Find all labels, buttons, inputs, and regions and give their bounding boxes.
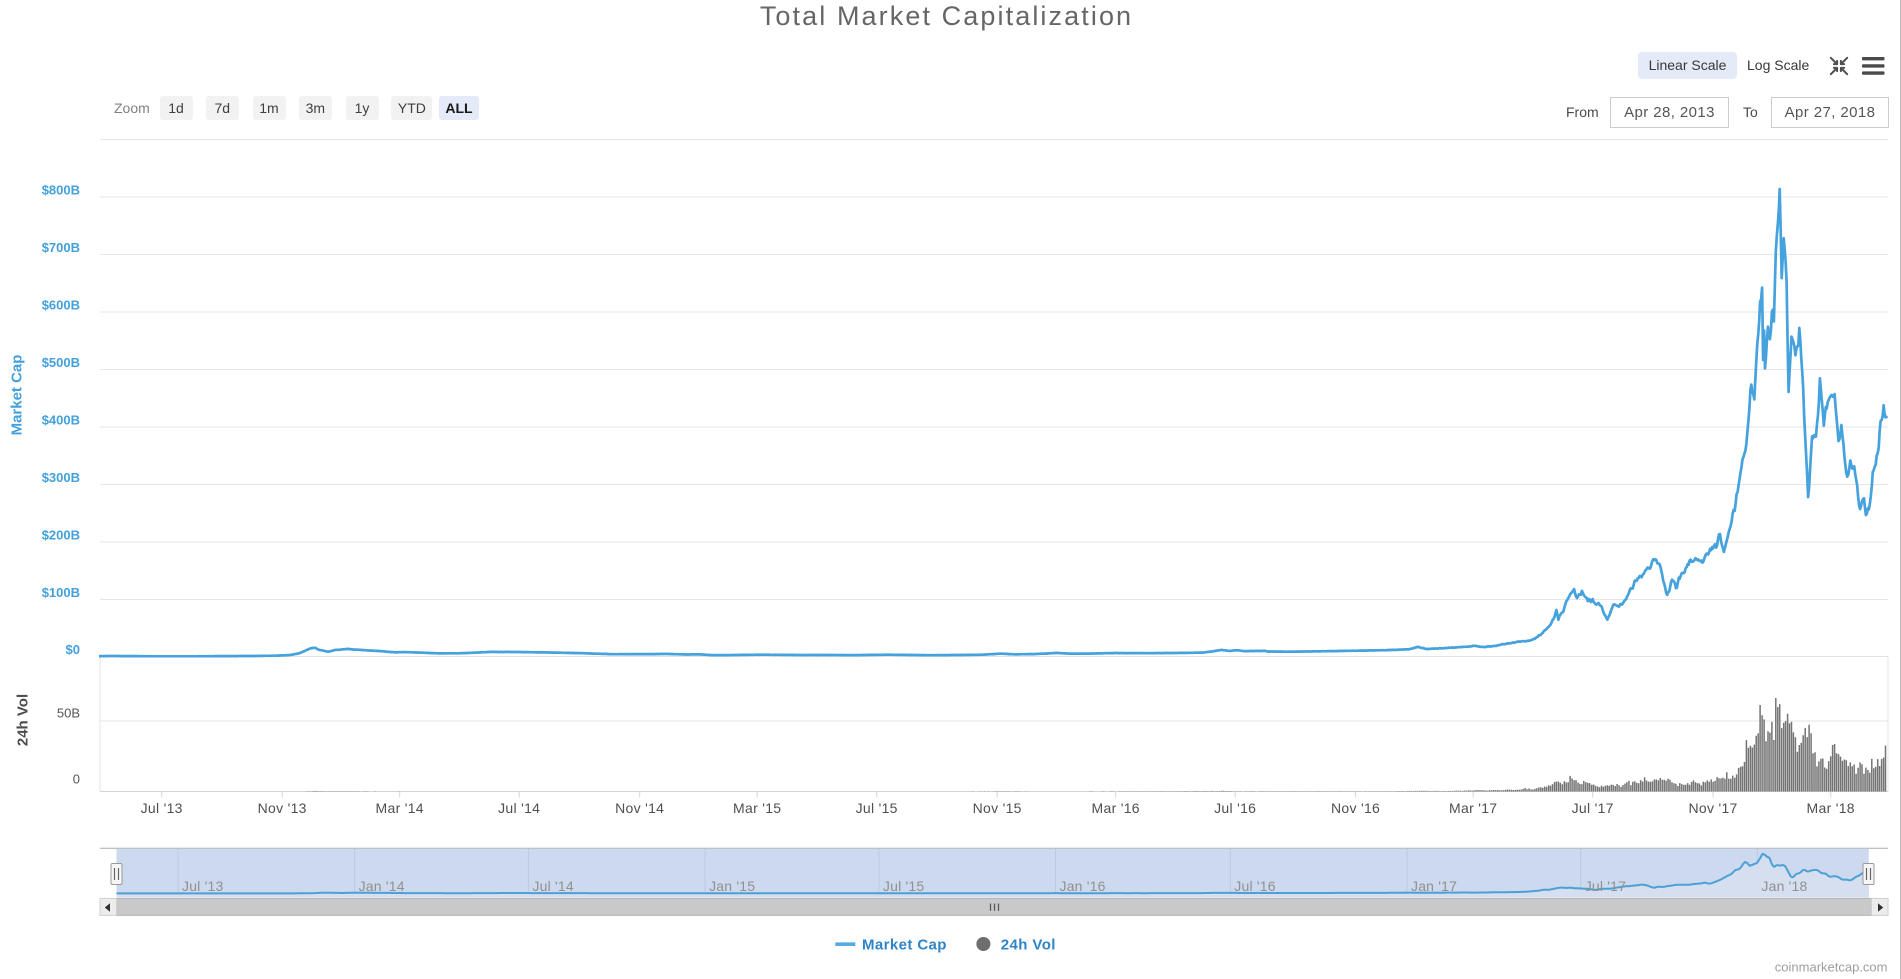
svg-text:$100B: $100B <box>42 585 80 600</box>
svg-text:Jul '13: Jul '13 <box>141 800 183 816</box>
svg-text:Jul '17: Jul '17 <box>1585 878 1626 894</box>
svg-text:24h Vol: 24h Vol <box>1001 936 1056 953</box>
svg-text:Jul '15: Jul '15 <box>883 878 924 894</box>
svg-text:$700B: $700B <box>42 240 80 255</box>
svg-text:$800B: $800B <box>42 183 80 198</box>
svg-text:Jan '15: Jan '15 <box>709 878 755 894</box>
svg-text:Jan '17: Jan '17 <box>1411 878 1457 894</box>
svg-text:Jul '14: Jul '14 <box>532 878 573 894</box>
svg-text:0: 0 <box>73 772 80 787</box>
svg-text:Jan '14: Jan '14 <box>359 878 405 894</box>
svg-text:Jul '15: Jul '15 <box>856 800 898 816</box>
svg-text:Jul '17: Jul '17 <box>1572 800 1614 816</box>
svg-text:$0: $0 <box>66 642 80 657</box>
svg-text:50B: 50B <box>57 706 80 721</box>
svg-text:Nov '13: Nov '13 <box>258 800 307 816</box>
svg-text:Market Cap: Market Cap <box>9 355 26 436</box>
svg-text:Jul '16: Jul '16 <box>1234 878 1275 894</box>
svg-text:Mar '14: Mar '14 <box>376 800 424 816</box>
svg-text:Nov '15: Nov '15 <box>973 800 1022 816</box>
svg-text:Jan '16: Jan '16 <box>1060 878 1106 894</box>
svg-text:coinmarketcap.com: coinmarketcap.com <box>1775 960 1888 975</box>
svg-text:Market Cap: Market Cap <box>862 936 947 953</box>
svg-text:Jul '14: Jul '14 <box>498 800 540 816</box>
svg-text:Nov '14: Nov '14 <box>615 800 664 816</box>
svg-text:Mar '17: Mar '17 <box>1449 800 1497 816</box>
svg-text:Mar '18: Mar '18 <box>1807 800 1855 816</box>
svg-text:$200B: $200B <box>42 528 80 543</box>
svg-text:Jan '18: Jan '18 <box>1761 878 1807 894</box>
svg-text:Nov '16: Nov '16 <box>1331 800 1380 816</box>
svg-text:$600B: $600B <box>42 298 80 313</box>
svg-text:$300B: $300B <box>42 470 80 485</box>
svg-text:Jul '13: Jul '13 <box>182 878 223 894</box>
svg-text:Nov '17: Nov '17 <box>1689 800 1738 816</box>
svg-text:Jul '16: Jul '16 <box>1214 800 1256 816</box>
svg-text:$500B: $500B <box>42 355 80 370</box>
svg-text:$400B: $400B <box>42 413 80 428</box>
svg-text:Mar '15: Mar '15 <box>733 800 781 816</box>
svg-text:Mar '16: Mar '16 <box>1092 800 1140 816</box>
svg-text:24h Vol: 24h Vol <box>15 694 32 746</box>
